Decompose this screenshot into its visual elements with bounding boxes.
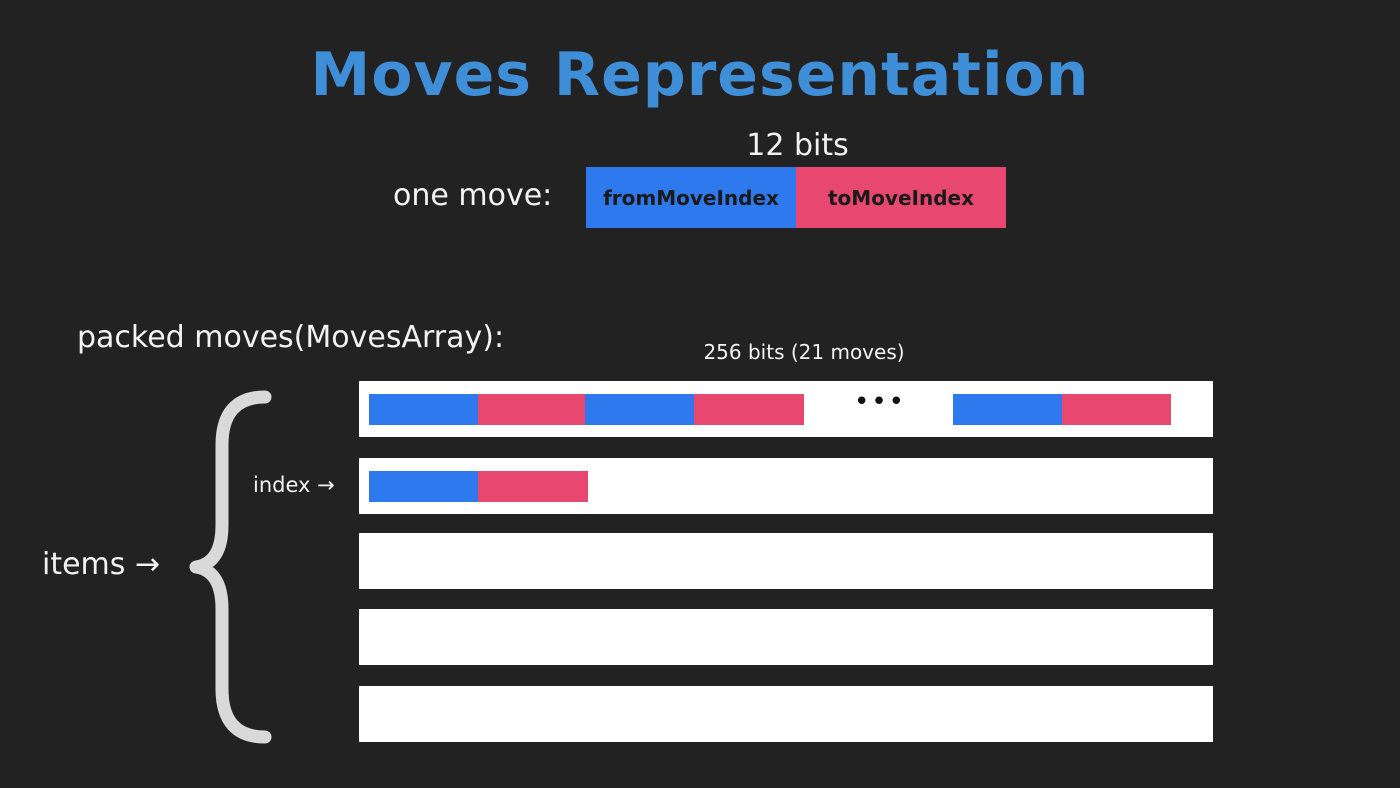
moves-array-row-3 xyxy=(359,533,1213,589)
packed-moves-label: packed moves(MovesArray): xyxy=(77,320,505,355)
from-move-segment xyxy=(953,394,1062,425)
row-bits-label: 256 bits (21 moves) xyxy=(703,340,905,364)
to-move-index-box: toMoveIndex xyxy=(796,167,1006,228)
moves-array-row-5 xyxy=(359,686,1213,742)
from-move-segment xyxy=(369,394,478,425)
move-bits-label: 12 bits xyxy=(746,128,849,163)
items-label: items → xyxy=(42,547,161,582)
curly-brace-icon xyxy=(189,390,272,744)
slide-title: Moves Representation xyxy=(310,40,1090,110)
from-move-segment xyxy=(369,471,478,502)
to-move-segment xyxy=(694,394,804,425)
to-move-segment xyxy=(478,394,585,425)
from-move-index-box: fromMoveIndex xyxy=(586,167,796,228)
index-label: index → xyxy=(253,473,335,497)
moves-array-row-1: ••• xyxy=(359,381,1213,437)
moves-array-row-2 xyxy=(359,458,1213,514)
moves-array-row-4 xyxy=(359,609,1213,665)
one-move-label: one move: xyxy=(393,178,553,213)
from-move-segment xyxy=(585,394,694,425)
ellipsis-dots: ••• xyxy=(854,387,907,417)
to-move-segment xyxy=(1062,394,1171,425)
to-move-segment xyxy=(478,471,588,502)
